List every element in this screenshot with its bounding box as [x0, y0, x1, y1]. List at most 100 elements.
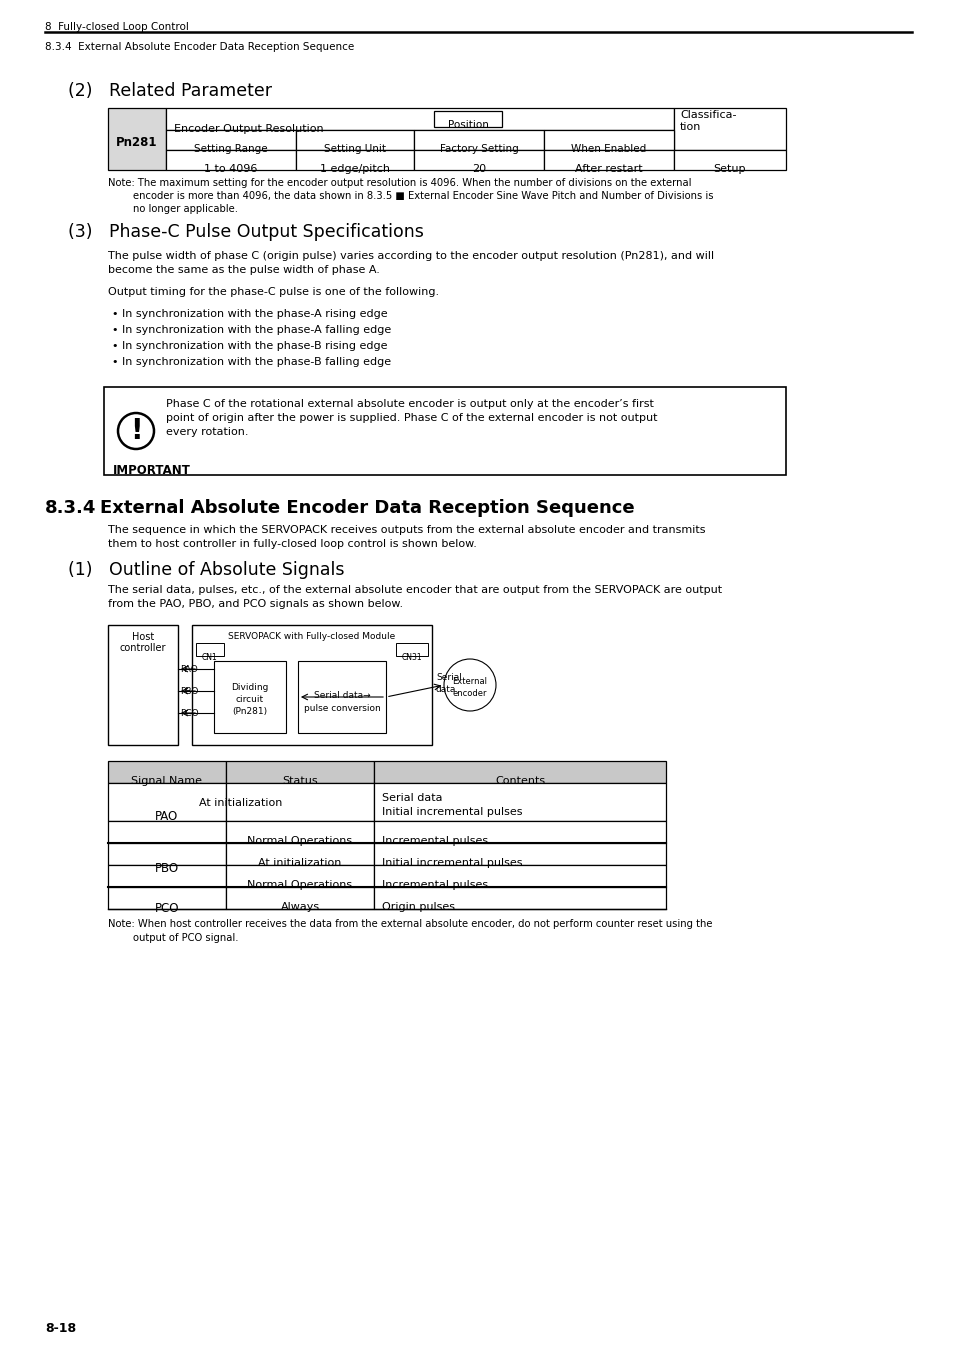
- Text: The pulse width of phase C (origin pulse) varies according to the encoder output: The pulse width of phase C (origin pulse…: [108, 251, 714, 261]
- Text: Host: Host: [132, 632, 154, 643]
- Bar: [108, 783, 226, 821]
- Text: Incremental pulses: Incremental pulses: [381, 836, 488, 846]
- Bar: [104, 387, 785, 475]
- Text: pulse conversion: pulse conversion: [303, 703, 380, 713]
- Text: CN1: CN1: [202, 653, 217, 662]
- Text: The serial data, pulses, etc., of the external absolute encoder that are output : The serial data, pulses, etc., of the ex…: [108, 585, 721, 595]
- Text: External Absolute Encoder Data Reception Sequence: External Absolute Encoder Data Reception…: [100, 500, 634, 517]
- Text: Always: Always: [280, 902, 319, 913]
- Bar: [673, 150, 785, 170]
- Text: Note: When host controller receives the data from the external absolute encoder,: Note: When host controller receives the …: [108, 919, 712, 929]
- Text: every rotation.: every rotation.: [166, 427, 248, 437]
- Text: 1 edge/pitch: 1 edge/pitch: [319, 163, 390, 174]
- Bar: [434, 111, 501, 127]
- Bar: [374, 842, 665, 865]
- Bar: [226, 865, 374, 887]
- Bar: [108, 625, 178, 745]
- Bar: [226, 821, 374, 842]
- Text: 1 to 4096: 1 to 4096: [204, 163, 257, 174]
- Bar: [226, 842, 374, 865]
- Text: PAO: PAO: [180, 666, 197, 674]
- Bar: [295, 130, 414, 150]
- Text: Serial: Serial: [436, 674, 461, 682]
- Text: • In synchronization with the phase-B falling edge: • In synchronization with the phase-B fa…: [112, 356, 391, 367]
- Text: Normal Operations: Normal Operations: [247, 880, 353, 890]
- Text: Pn281: Pn281: [116, 136, 157, 150]
- Text: Serial data→: Serial data→: [314, 691, 370, 701]
- Text: External: External: [452, 676, 487, 686]
- Bar: [374, 783, 665, 821]
- Bar: [108, 761, 226, 783]
- Text: data: data: [436, 684, 456, 694]
- Bar: [108, 887, 226, 909]
- Text: Incremental pulses: Incremental pulses: [381, 880, 488, 890]
- Text: Classifica-
tion: Classifica- tion: [679, 111, 736, 132]
- Text: After restart: After restart: [575, 163, 642, 174]
- Text: IMPORTANT: IMPORTANT: [112, 464, 191, 477]
- Text: At initialization: At initialization: [199, 798, 282, 809]
- Text: Initial incremental pulses: Initial incremental pulses: [381, 807, 522, 817]
- Text: circuit: circuit: [235, 695, 264, 703]
- Text: from the PAO, PBO, and PCO signals as shown below.: from the PAO, PBO, and PCO signals as sh…: [108, 599, 403, 609]
- Bar: [374, 887, 665, 909]
- Text: Status: Status: [282, 776, 317, 786]
- Text: Signal Name: Signal Name: [132, 776, 202, 786]
- Bar: [297, 662, 386, 733]
- Text: output of PCO signal.: output of PCO signal.: [108, 933, 238, 944]
- Text: controller: controller: [120, 643, 166, 653]
- Bar: [543, 150, 673, 170]
- Bar: [166, 150, 295, 170]
- Text: • In synchronization with the phase-B rising edge: • In synchronization with the phase-B ri…: [112, 342, 387, 351]
- Bar: [543, 130, 673, 150]
- Text: Initial incremental pulses: Initial incremental pulses: [381, 859, 522, 868]
- Text: Encoder Output Resolution: Encoder Output Resolution: [173, 124, 323, 134]
- Circle shape: [443, 659, 496, 711]
- Bar: [295, 150, 414, 170]
- Text: Factory Setting: Factory Setting: [439, 144, 517, 154]
- Bar: [213, 662, 286, 733]
- Text: (1)   Outline of Absolute Signals: (1) Outline of Absolute Signals: [68, 562, 344, 579]
- Bar: [108, 842, 226, 865]
- Text: • In synchronization with the phase-A falling edge: • In synchronization with the phase-A fa…: [112, 325, 391, 335]
- Text: Note: The maximum setting for the encoder output resolution is 4096. When the nu: Note: The maximum setting for the encode…: [108, 178, 691, 188]
- Text: Position: Position: [447, 120, 488, 130]
- Text: no longer applicable.: no longer applicable.: [108, 204, 237, 215]
- Text: PBO: PBO: [154, 863, 179, 876]
- Bar: [226, 761, 374, 783]
- Circle shape: [118, 413, 153, 450]
- Text: Dividing: Dividing: [231, 683, 269, 693]
- Text: Normal Operations: Normal Operations: [247, 836, 353, 846]
- Bar: [414, 150, 543, 170]
- Text: point of origin after the power is supplied. Phase C of the external encoder is : point of origin after the power is suppl…: [166, 413, 657, 423]
- Bar: [374, 761, 665, 783]
- Text: Phase C of the rotational external absolute encoder is output only at the encode: Phase C of the rotational external absol…: [166, 400, 653, 409]
- Text: The sequence in which the SERVOPACK receives outputs from the external absolute : The sequence in which the SERVOPACK rece…: [108, 525, 705, 535]
- Text: Origin pulses: Origin pulses: [381, 902, 455, 913]
- Text: (3)   Phase-C Pulse Output Specifications: (3) Phase-C Pulse Output Specifications: [68, 223, 423, 242]
- Bar: [374, 821, 665, 842]
- Bar: [195, 643, 224, 656]
- Bar: [166, 108, 673, 130]
- Bar: [414, 130, 543, 150]
- Bar: [226, 783, 374, 821]
- Text: (Pn281): (Pn281): [233, 707, 267, 716]
- Text: encoder is more than 4096, the data shown in 8.3.5 ■ External Encoder Sine Wave : encoder is more than 4096, the data show…: [108, 190, 713, 201]
- Text: become the same as the pulse width of phase A.: become the same as the pulse width of ph…: [108, 265, 379, 275]
- Text: PCO: PCO: [180, 709, 198, 718]
- Text: • In synchronization with the phase-A rising edge: • In synchronization with the phase-A ri…: [112, 309, 387, 319]
- Text: Contents: Contents: [495, 776, 544, 786]
- Text: Setup: Setup: [713, 163, 745, 174]
- Text: PBO: PBO: [180, 687, 198, 697]
- Text: At initialization: At initialization: [258, 859, 341, 868]
- Text: Setting Range: Setting Range: [194, 144, 268, 154]
- Text: Serial data: Serial data: [381, 792, 442, 803]
- Text: !: !: [130, 417, 142, 446]
- Text: 8.3.4  External Absolute Encoder Data Reception Sequence: 8.3.4 External Absolute Encoder Data Rec…: [45, 42, 354, 53]
- Text: 8-18: 8-18: [45, 1322, 76, 1335]
- Text: encoder: encoder: [453, 688, 487, 698]
- Text: 8.3.4: 8.3.4: [45, 500, 96, 517]
- Text: When Enabled: When Enabled: [571, 144, 646, 154]
- Bar: [192, 625, 432, 745]
- Text: them to host controller in fully-closed loop control is shown below.: them to host controller in fully-closed …: [108, 539, 477, 549]
- Text: Setting Unit: Setting Unit: [324, 144, 386, 154]
